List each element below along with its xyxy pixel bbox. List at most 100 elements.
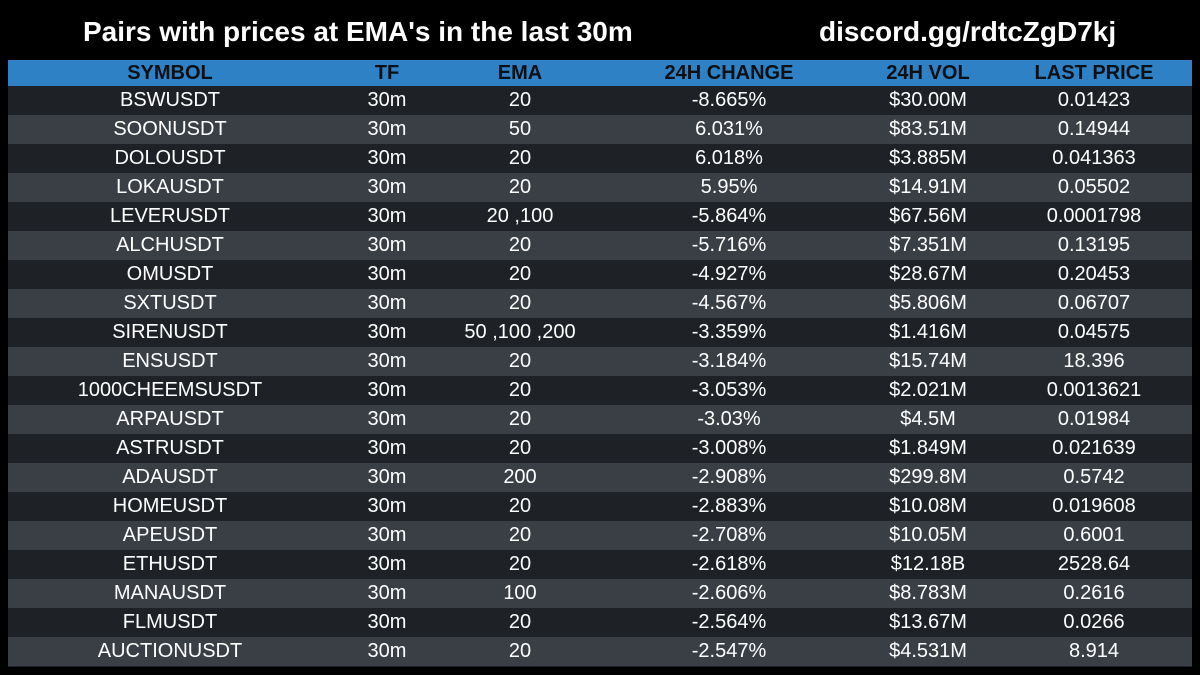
price-cell: 0.01984 — [1057, 408, 1131, 430]
change-cell: -5.716% — [691, 234, 767, 256]
tf-cell: 30m — [367, 176, 407, 198]
change-cell: -4.927% — [691, 263, 767, 285]
ema-cell: 20 — [508, 176, 532, 198]
ema-cell: 20 — [508, 350, 532, 372]
symbol-cell: BSWUSDT — [120, 89, 220, 111]
symbol-cell: ETHUSDT — [122, 553, 218, 575]
price-cell: 0.6001 — [1063, 524, 1125, 546]
volume-cell: $83.51M — [889, 118, 967, 140]
table-row: OMUSDT 30m 20 -4.927% $28.67M 0.20453 — [8, 260, 1192, 289]
volume-cell: $1.416M — [889, 321, 967, 343]
price-cell: 0.05502 — [1057, 176, 1131, 198]
tf-cell: 30m — [367, 321, 407, 343]
price-cell: 0.0013621 — [1046, 379, 1142, 401]
table-row: DOLOUSDT 30m 20 6.018% $3.885M 0.041363 — [8, 144, 1192, 173]
tf-cell: 30m — [367, 437, 407, 459]
volume-cell: $7.351M — [889, 234, 967, 256]
table-row: LEVERUSDT 30m 20 ,100 -5.864% $67.56M 0.00017… — [8, 202, 1192, 231]
table-row: SXTUSDT 30m 20 -4.567% $5.806M 0.06707 — [8, 289, 1192, 318]
change-cell: -3.359% — [691, 321, 767, 343]
symbol-cell: MANAUSDT — [113, 582, 227, 604]
column-header-last-price: LAST PRICE — [1034, 62, 1154, 84]
column-header-ema: EMA — [497, 62, 543, 84]
table-row: FLMUSDT 30m 20 -2.564% $13.67M 0.0266 — [8, 608, 1192, 637]
change-cell: -2.547% — [691, 640, 767, 662]
price-cell: 0.021639 — [1052, 437, 1136, 459]
column-header-24h-vol: 24H VOL — [886, 62, 970, 84]
symbol-cell: LOKAUSDT — [116, 176, 224, 198]
column-header-symbol: SYMBOL — [127, 62, 213, 84]
discord-invite: discord.gg/rdtcZgD7kj — [819, 16, 1117, 47]
volume-cell: $8.783M — [889, 582, 967, 604]
ema-cell: 200 — [503, 466, 537, 488]
volume-cell: $1.849M — [889, 437, 967, 459]
tf-cell: 30m — [367, 466, 407, 488]
page-header: Pairs with prices at EMA's in the last 3… — [0, 0, 1200, 60]
ema-cell: 20 — [508, 611, 532, 633]
price-cell: 2528.64 — [1057, 553, 1131, 575]
volume-cell: $4.5M — [900, 408, 956, 430]
volume-cell: $30.00M — [889, 89, 967, 111]
table-row: APEUSDT 30m 20 -2.708% $10.05M 0.6001 — [8, 521, 1192, 550]
change-cell: -5.864% — [691, 205, 767, 227]
change-cell: -3.008% — [691, 437, 767, 459]
column-header-24h-change: 24H CHANGE — [664, 62, 794, 84]
table-row: LOKAUSDT 30m 20 5.95% $14.91M 0.05502 — [8, 173, 1192, 202]
ema-cell: 20 — [508, 234, 532, 256]
volume-cell: $2.021M — [889, 379, 967, 401]
symbol-cell: AUCTIONUSDT — [97, 640, 243, 662]
price-cell: 0.06707 — [1057, 292, 1131, 314]
table-row: ARPAUSDT 30m 20 -3.03% $4.5M 0.01984 — [8, 405, 1192, 434]
price-cell: 0.14944 — [1057, 118, 1131, 140]
tf-cell: 30m — [367, 640, 407, 662]
ema-cell: 20 — [508, 553, 532, 575]
tf-cell: 30m — [367, 611, 407, 633]
table-row: ADAUSDT 30m 200 -2.908% $299.8M 0.5742 — [8, 463, 1192, 492]
table-row: MANAUSDT 30m 100 -2.606% $8.783M 0.2616 — [8, 579, 1192, 608]
volume-cell: $13.67M — [889, 611, 967, 633]
symbol-cell: ARPAUSDT — [116, 408, 224, 430]
tf-cell: 30m — [367, 263, 407, 285]
volume-cell: $299.8M — [889, 466, 967, 488]
tf-cell: 30m — [367, 350, 407, 372]
table-row: AUCTIONUSDT 30m 20 -2.547% $4.531M 8.914 — [8, 637, 1192, 666]
tf-cell: 30m — [367, 379, 407, 401]
symbol-cell: HOMEUSDT — [112, 495, 228, 517]
tf-cell: 30m — [367, 89, 407, 111]
symbol-cell: FLMUSDT — [122, 611, 218, 633]
symbol-cell: ALCHUSDT — [116, 234, 224, 256]
price-cell: 0.5742 — [1063, 466, 1125, 488]
symbol-cell: ENSUSDT — [122, 350, 218, 372]
change-cell: -2.708% — [691, 524, 767, 546]
volume-cell: $4.531M — [889, 640, 967, 662]
tf-cell: 30m — [367, 147, 407, 169]
change-cell: -3.184% — [691, 350, 767, 372]
volume-cell: $12.18B — [890, 553, 966, 575]
ema-cell: 20 — [508, 89, 532, 111]
symbol-cell: SIRENUSDT — [112, 321, 228, 343]
table-row: HOMEUSDT 30m 20 -2.883% $10.08M 0.019608 — [8, 492, 1192, 521]
symbol-cell: LEVERUSDT — [109, 205, 231, 227]
table-body: BSWUSDT 30m 20 -8.665% $30.00M 0.01423 SOONUSD… — [8, 86, 1192, 666]
volume-cell: $10.08M — [889, 495, 967, 517]
tf-cell: 30m — [367, 408, 407, 430]
volume-cell: $3.885M — [889, 147, 967, 169]
pairs-table: SYMBOL TF EMA 24H CHANGE 24H VOL LAST PR… — [8, 60, 1192, 667]
change-cell: -2.564% — [691, 611, 767, 633]
volume-cell: $10.05M — [889, 524, 967, 546]
table-row: ETHUSDT 30m 20 -2.618% $12.18B 2528.64 — [8, 550, 1192, 579]
price-cell: 0.01423 — [1057, 89, 1131, 111]
symbol-cell: ADAUSDT — [122, 466, 218, 488]
symbol-cell: DOLOUSDT — [114, 147, 226, 169]
table-row: ENSUSDT 30m 20 -3.184% $15.74M 18.396 — [8, 347, 1192, 376]
price-cell: 0.041363 — [1052, 147, 1136, 169]
price-cell: 0.0266 — [1063, 611, 1125, 633]
change-cell: -2.606% — [691, 582, 767, 604]
page-title: Pairs with prices at EMA's in the last 3… — [83, 16, 633, 47]
volume-cell: $67.56M — [889, 205, 967, 227]
symbol-cell: ASTRUSDT — [116, 437, 224, 459]
symbol-cell: OMUSDT — [126, 263, 214, 285]
symbol-cell: SOONUSDT — [113, 118, 227, 140]
ema-cell: 20 — [508, 640, 532, 662]
volume-cell: $28.67M — [889, 263, 967, 285]
